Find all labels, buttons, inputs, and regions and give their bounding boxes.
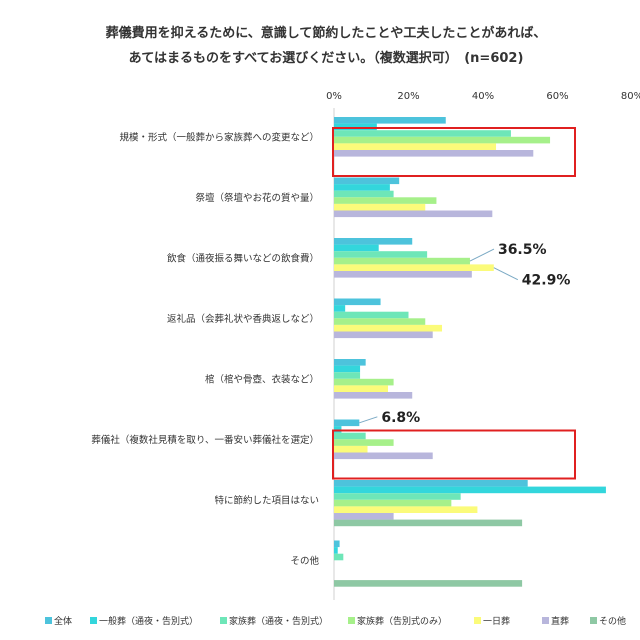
highlight-box xyxy=(332,127,576,177)
bar xyxy=(334,519,523,527)
bar xyxy=(334,238,413,245)
bar xyxy=(334,203,426,211)
legend-label: 家族葬（告別式のみ） xyxy=(357,615,447,627)
legend-label: 一日葬 xyxy=(483,615,510,627)
bar xyxy=(334,190,394,198)
bar xyxy=(334,506,478,513)
legend-label: 一般葬（通夜・告別式） xyxy=(99,615,198,627)
category-label: 飲食（通夜振る舞いなどの飲食費） xyxy=(167,253,319,265)
bar xyxy=(334,318,426,325)
bar xyxy=(334,117,446,124)
legend-swatch xyxy=(542,617,549,624)
chart-title: 葬儀費用を抑えるために、意識して節約したことや工夫したことがあれば、 あてはまる… xyxy=(106,25,547,66)
bar xyxy=(334,439,394,446)
bar xyxy=(334,197,437,204)
bar xyxy=(334,378,394,386)
category-labels: 規模・形式（一般葬から家族葬への変更など） 祭壇（祭壇やお花の質や量） 飲食（通夜振… xyxy=(91,132,319,567)
legend-swatch xyxy=(590,617,597,624)
category-label: 祭壇（祭壇やお花の質や量） xyxy=(195,192,319,204)
category-label: 特に節約した項目はない xyxy=(214,495,319,507)
bar xyxy=(334,123,377,131)
bar xyxy=(334,385,389,392)
legend-swatch xyxy=(474,617,481,624)
x-tick-label: 40% xyxy=(472,91,494,102)
category-label: 返礼品（会葬礼状や香典返しなど） xyxy=(167,313,319,325)
legend: 全体 一般葬（通夜・告別式） 家族葬（通夜・告別式） 家族葬（告別式のみ） 一日葬 直葬 そ… xyxy=(45,615,626,627)
bar xyxy=(334,359,366,366)
annotation-label: 42.9% xyxy=(522,273,571,289)
chart-title-line-1: 葬儀費用を抑えるために、意識して節約したことや工夫したことがあれば、 xyxy=(106,25,547,41)
bar xyxy=(334,493,461,500)
bar xyxy=(334,184,390,191)
bar xyxy=(334,452,433,460)
bar xyxy=(334,486,606,494)
bar xyxy=(334,324,443,332)
legend-label: 直葬 xyxy=(551,615,569,627)
x-tick-label: 80% xyxy=(621,91,640,102)
legend-label: その他 xyxy=(599,615,626,627)
bar xyxy=(334,136,551,144)
bars xyxy=(334,117,606,587)
bar xyxy=(334,419,360,427)
bar xyxy=(334,499,452,507)
annotation-leader xyxy=(359,416,378,424)
bar xyxy=(334,553,344,561)
bar xyxy=(334,513,394,520)
bar xyxy=(334,311,409,319)
bar xyxy=(334,372,361,379)
bar xyxy=(334,130,511,137)
category-label: 葬儀社（複数社見積を取り、一番安い葬儀社を選定） xyxy=(91,434,319,446)
annotation-label: 6.8% xyxy=(381,410,420,426)
bar xyxy=(334,143,497,150)
x-tick-label: 60% xyxy=(546,91,568,102)
legend-swatch xyxy=(348,617,355,624)
bar xyxy=(334,580,523,587)
x-tick-label: 20% xyxy=(397,91,419,102)
bar xyxy=(334,540,340,548)
highlight-box xyxy=(332,429,576,480)
bar xyxy=(334,426,342,433)
bar xyxy=(334,271,472,278)
bar xyxy=(334,445,368,453)
bar xyxy=(334,257,470,265)
x-tick-label: 0% xyxy=(326,91,342,102)
legend-swatch xyxy=(90,617,97,624)
annotations: 36.5% 42.9% 6.8% xyxy=(359,242,570,426)
annotation-leader xyxy=(469,248,495,262)
annotation-label: 36.5% xyxy=(498,242,547,258)
category-label: その他 xyxy=(290,555,319,567)
bar xyxy=(334,392,413,399)
bar xyxy=(334,244,379,252)
annotation-leader xyxy=(493,267,519,281)
category-label: 棺（棺や骨壺、衣装など） xyxy=(205,374,319,386)
bar xyxy=(334,177,400,185)
bar xyxy=(334,547,338,554)
category-label: 規模・形式（一般葬から家族葬への変更など） xyxy=(119,132,319,144)
bar xyxy=(334,298,381,306)
legend-swatch xyxy=(220,617,227,624)
bar xyxy=(334,251,428,258)
legend-label: 全体 xyxy=(54,615,72,627)
bar xyxy=(334,210,493,218)
bar xyxy=(334,331,433,339)
highlight-boxes xyxy=(332,127,576,480)
bar xyxy=(334,480,528,487)
bar xyxy=(334,365,361,373)
legend-label: 家族葬（通夜・告別式） xyxy=(229,615,328,627)
legend-swatch xyxy=(45,617,52,624)
bar xyxy=(334,264,494,271)
bar xyxy=(334,432,366,440)
bar xyxy=(334,150,534,157)
chart-title-line-2: あてはまるものをすべてお選びください。（複数選択可） (n=602) xyxy=(129,50,524,66)
bar xyxy=(334,305,346,312)
